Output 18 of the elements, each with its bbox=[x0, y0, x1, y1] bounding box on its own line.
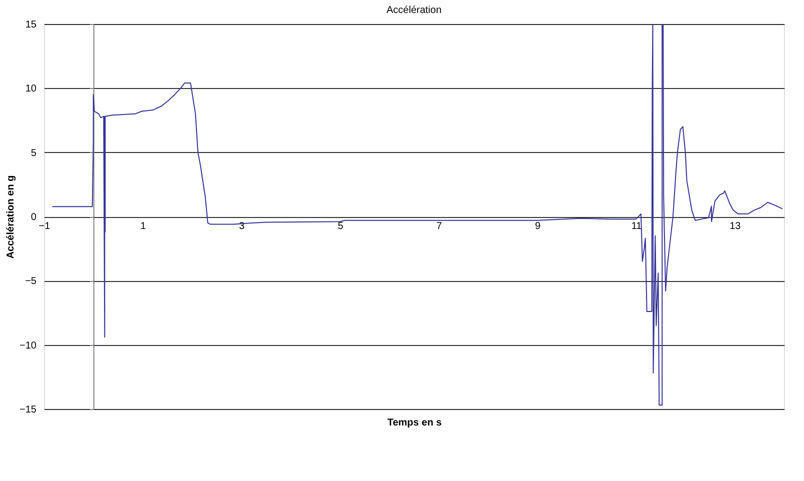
y-tick-label: 15 bbox=[25, 20, 37, 30]
x-tick-label: 13 bbox=[730, 221, 742, 232]
chart-title: Accélération bbox=[386, 5, 442, 16]
x-axis-title: Temps en s bbox=[387, 418, 442, 428]
x-tick-label: 9 bbox=[535, 221, 542, 232]
y-tick-label: −10 bbox=[20, 340, 37, 352]
x-tick-label: 11 bbox=[631, 221, 642, 232]
x-tick-label: 5 bbox=[338, 221, 344, 232]
y-tick-label: 0 bbox=[30, 212, 37, 223]
x-tick-label: 1 bbox=[140, 221, 146, 232]
x-tick-label: −1 bbox=[38, 221, 51, 232]
x-tick-label: 7 bbox=[436, 221, 442, 232]
y-tick-label: 10 bbox=[25, 84, 37, 95]
y-tick-label: −15 bbox=[20, 404, 37, 416]
line-series bbox=[52, 24, 784, 406]
y-tick-label: 5 bbox=[30, 148, 37, 159]
y-axis-title: Accélération en g bbox=[6, 175, 17, 259]
y-tick-label: −5 bbox=[25, 276, 37, 288]
